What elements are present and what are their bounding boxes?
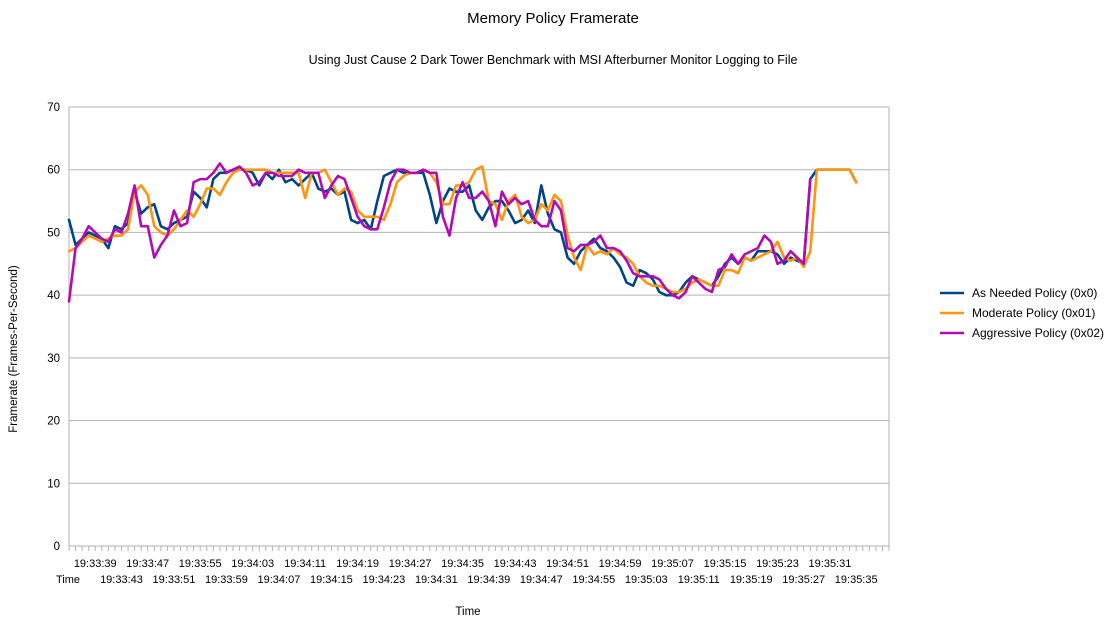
x-tick-label: 19:35:23	[756, 558, 799, 570]
x-tick-label: 19:34:07	[258, 574, 301, 586]
x-tick-label: 19:35:35	[835, 574, 878, 586]
legend: As Needed Policy (0x0) Moderate Policy (0…	[940, 286, 1104, 340]
x-tick-label: 19:34:43	[494, 558, 537, 570]
x-tick-label: 19:33:59	[205, 574, 248, 586]
x-tick-label: 19:33:43	[100, 574, 143, 586]
y-tick-label: 50	[47, 227, 60, 239]
x-tick-label: 19:35:27	[782, 574, 825, 586]
x-tick-label: 19:34:51	[546, 558, 589, 570]
y-axis-label: Framerate (Frames-Per-Second)	[8, 265, 20, 433]
x-tick-label: 19:34:31	[415, 574, 458, 586]
x-tick-label: 19:34:55	[572, 574, 615, 586]
legend-label: Moderate Policy (0x01)	[972, 306, 1095, 320]
y-tick-label: 0	[54, 541, 60, 553]
x-tick-label: 19:34:15	[310, 574, 353, 586]
series-line-0	[67, 168, 858, 297]
legend-label: As Needed Policy (0x0)	[972, 286, 1097, 300]
chart-subtitle: Using Just Cause 2 Dark Tower Benchmark …	[309, 53, 798, 67]
x-axis-label: Time	[455, 606, 480, 618]
y-axis-ticks: 0 10 20 30 40 50 60 70	[47, 102, 60, 553]
x-tick-label: 19:34:23	[362, 574, 405, 586]
y-tick-label: 20	[47, 416, 60, 428]
x-tick-label: 19:35:19	[730, 574, 773, 586]
legend-label: Aggressive Policy (0x02)	[972, 326, 1104, 340]
series-lines	[67, 162, 858, 303]
x-tick-label: 19:35:11	[678, 574, 720, 586]
x-tick-label: 19:35:31	[809, 558, 852, 570]
y-tick-label: 40	[47, 290, 60, 302]
x-tick-label: 19:34:03	[231, 558, 274, 570]
x-tick-label: 19:33:51	[153, 574, 196, 586]
x-axis-header-label: Time	[56, 574, 80, 586]
x-tick-label: 19:34:19	[336, 558, 379, 570]
x-tick-label: 19:35:15	[704, 558, 747, 570]
x-tick-label: 19:34:35	[441, 558, 484, 570]
chart-title: Memory Policy Framerate	[467, 10, 639, 27]
x-tick-label: 19:33:55	[179, 558, 222, 570]
x-tick-label: 19:33:47	[126, 558, 169, 570]
y-tick-label: 10	[47, 478, 60, 490]
y-tick-label: 30	[47, 353, 60, 365]
x-tick-label: 19:34:11	[284, 558, 326, 570]
x-tick-label: 19:34:59	[599, 558, 642, 570]
x-tick-label: 19:35:07	[651, 558, 694, 570]
x-axis-ticks: 19:33:39 19:33:47 19:33:55 19:34:03 19:34:11…	[68, 546, 890, 586]
gridlines	[68, 106, 890, 547]
x-tick-label: 19:34:27	[389, 558, 432, 570]
series-line-2	[67, 162, 812, 303]
x-tick-label: 19:33:39	[74, 558, 117, 570]
y-tick-label: 60	[47, 165, 60, 177]
x-tick-label: 19:34:47	[520, 574, 563, 586]
x-tick-label: 19:34:39	[467, 574, 510, 586]
x-tick-label: 19:35:03	[625, 574, 668, 586]
y-tick-label: 70	[47, 102, 60, 114]
